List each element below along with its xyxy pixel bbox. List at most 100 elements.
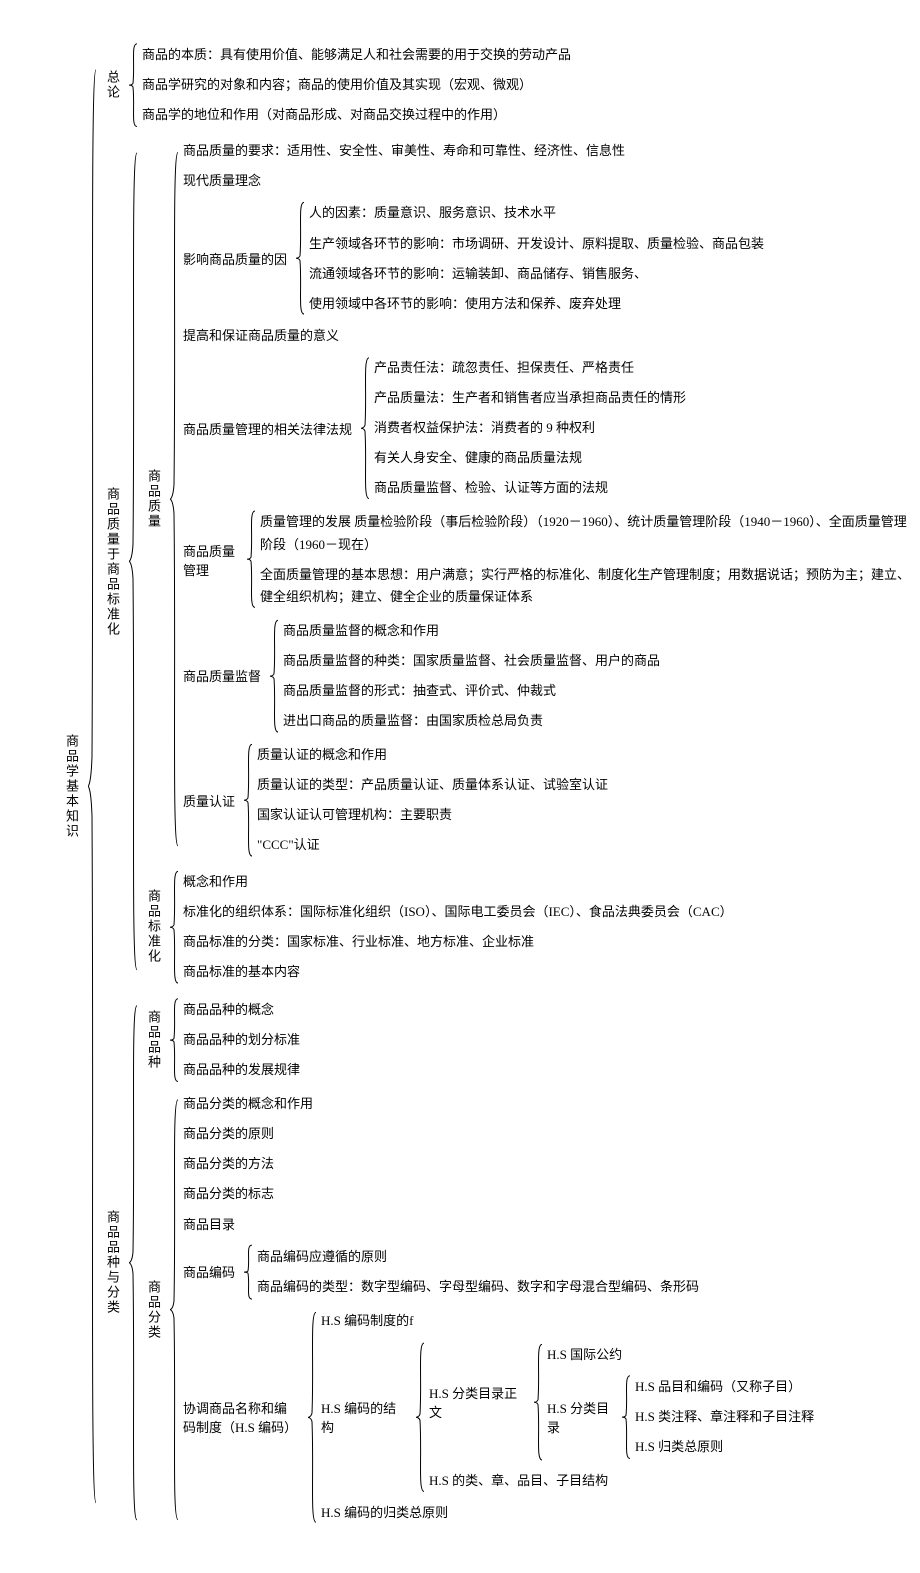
brace-icon [168,138,180,860]
tree-node: 商品质量于商品标准化商品质量商品质量的要求：适用性、安全性、审美性、寿命和可靠性… [101,136,910,987]
leaf-text: 国家认证认可管理机构：主要职责 [257,802,608,828]
tree-node: 商品品种商品品种的概念商品品种的划分标准商品品种的发展规律 [142,997,814,1083]
brace-icon [359,355,371,501]
children-container: 商品分类的概念和作用商品分类的原则商品分类的方法商品分类的标志商品目录商品编码商… [183,1091,814,1528]
leaf-text: 商品标准的基本内容 [183,959,733,985]
leaf-text: 商品学研究的对象和内容；商品的使用价值及其实现（宏观、微观） [142,72,571,98]
brace-icon [168,997,180,1083]
tree-node: H.S 分类目录H.S 品目和编码（又称子目）H.S 类注释、章注释和子目注释H… [547,1374,814,1460]
leaf-text: 标准化的组织体系：国际标准化组织（ISO）、国际电工委员会（IEC）、食品法典委… [183,899,733,925]
children-container: 商品的本质：具有使用价值、能够满足人和社会需要的用于交换的劳动产品商品学研究的对… [142,42,571,128]
leaf-text: "CCC"认证 [257,832,608,858]
children-container: H.S 品目和编码（又称子目） H.S 类注释、章注释和子目注释 H.S 归类总原则 [635,1374,814,1460]
tree-node: H.S 编码的结构H.S 分类目录正文H.S 国际公约H.S 分类目录H.S 品… [321,1340,814,1494]
node-label: 商品品种与分类 [101,1210,124,1315]
tree-root: 商品学基本知识总论商品的本质：具有使用价值、能够满足人和社会需要的用于交换的劳动… [60,40,910,1533]
tree-node: 商品质量商品质量的要求：适用性、安全性、审美性、寿命和可靠性、经济性、信息性现代… [142,138,910,860]
leaf-text: 商品目录 [183,1212,814,1238]
leaf-text: 生产领域各环节的影响：市场调研、开发设计、原料提取、质量检验、商品包装 [309,231,764,257]
leaf-text: 提高和保证商品质量的意义 [183,323,910,349]
leaf-text: 商品质量监督、检验、认证等方面的法规 [374,475,686,501]
tree-node: 商品标准化概念和作用标准化的组织体系：国际标准化组织（ISO）、国际电工委员会（… [142,869,910,985]
brace-icon [294,200,306,316]
leaf-text: 进出口商品的质量监督：由国家质检总局负责 [283,708,660,734]
leaf-text: 人的因素：质量意识、服务意识、技术水平 [309,200,764,226]
children-container: H.S 国际公约 H.S 分类目录 H.S 品目和编码（又称子目） H.S 类注释、章… [547,1342,814,1462]
node-label: 商品分类 [142,1280,165,1340]
leaf-text: 商品质量监督的种类：国家质量监督、社会质量监督、用户的商品 [283,648,660,674]
leaf-text: H.S 类注释、章注释和子目注释 [635,1404,814,1430]
leaf-text: 质量管理的发展 质量检验阶段（事后检验阶段）（1920－1960）、统计质量管理… [260,509,910,557]
leaf-text: 产品责任法：疏忽责任、担保责任、严格责任 [374,355,686,381]
tree-node: 商品质量管理的相关法律法规产品责任法：疏忽责任、担保责任、严格责任产品质量法：生… [183,355,910,501]
children-container: 概念和作用标准化的组织体系：国际标准化组织（ISO）、国际电工委员会（IEC）、… [183,869,733,985]
brace-icon [268,618,280,734]
leaf-text: 商品的本质：具有使用价值、能够满足人和社会需要的用于交换的劳动产品 [142,42,571,68]
tree-node: 商品品种与分类商品品种商品品种的概念商品品种的划分标准商品品种的发展规律商品分类… [101,995,910,1531]
node-label: 商品标准化 [142,889,165,964]
leaf-text: 使用领域中各环节的影响：使用方法和保养、废弃处理 [309,291,764,317]
leaf-text: 商品质量监督的概念和作用 [283,618,660,644]
node-label: 质量认证 [183,789,239,812]
leaf-text: H.S 的类、章、品目、子目结构 [429,1468,814,1494]
leaf-text: 商品分类的方法 [183,1151,814,1177]
tree-node: 商品质量管理质量管理的发展 质量检验阶段（事后检验阶段）（1920－1960）、… [183,509,910,609]
node-label: 商品品种 [142,1010,165,1070]
tree-node: 商品分类商品分类的概念和作用商品分类的原则商品分类的方法商品分类的标志商品目录商… [142,1091,814,1528]
children-container: 质量管理的发展 质量检验阶段（事后检验阶段）（1920－1960）、统计质量管理… [260,509,910,609]
leaf-text: 商品编码的类型：数字型编码、字母型编码、数字和字母混合型编码、条形码 [257,1274,699,1300]
node-label: 商品质量管理 [183,539,242,581]
children-container: H.S 分类目录正文H.S 国际公约H.S 分类目录H.S 品目和编码（又称子目… [429,1340,814,1494]
brace-icon [306,1308,318,1527]
leaf-text: 商品分类的概念和作用 [183,1091,814,1117]
node-label: 总论 [101,70,124,100]
leaf-text: 有关人身安全、健康的商品质量法规 [374,445,686,471]
brace-icon [86,40,98,1533]
children-container: 商品品种商品品种的概念商品品种的划分标准商品品种的发展规律商品分类商品分类的概念… [142,995,814,1531]
leaf-text: H.S 归类总原则 [635,1434,814,1460]
leaf-text: 现代质量理念 [183,168,910,194]
leaf-text: H.S 编码制度的f [321,1308,814,1334]
node-label: 商品编码 [183,1260,239,1283]
tree-node: H.S 分类目录正文H.S 国际公约H.S 分类目录H.S 品目和编码（又称子目… [429,1342,814,1462]
leaf-text: 商品学的地位和作用（对商品形成、对商品交换过程中的作用） [142,102,571,128]
leaf-text: H.S 品目和编码（又称子目） [635,1374,814,1400]
leaf-text: 产品质量法：生产者和销售者应当承担商品责任的情形 [374,385,686,411]
node-label: 商品质量 [142,469,165,529]
children-container: 商品质量监督的概念和作用商品质量监督的种类：国家质量监督、社会质量监督、用户的商… [283,618,660,734]
children-container: 商品质量的要求：适用性、安全性、审美性、寿命和可靠性、经济性、信息性现代质量理念… [183,138,910,860]
node-label: 商品质量于商品标准化 [101,487,124,637]
children-container: 商品品种的概念商品品种的划分标准商品品种的发展规律 [183,997,300,1083]
leaf-text: 商品品种的划分标准 [183,1027,300,1053]
leaf-text: H.S 国际公约 [547,1342,814,1368]
leaf-text: 商品质量监督的形式：抽查式、评价式、仲裁式 [283,678,660,704]
brace-icon [620,1374,632,1460]
leaf-text: 质量认证的概念和作用 [257,742,608,768]
children-container: 总论商品的本质：具有使用价值、能够满足人和社会需要的用于交换的劳动产品商品学研究… [101,40,910,1533]
leaf-text: 商品标准的分类：国家标准、行业标准、地方标准、企业标准 [183,929,733,955]
tree-node: 影响商品质量的因人的因素：质量意识、服务意识、技术水平生产领域各环节的影响：市场… [183,200,910,316]
brace-icon [414,1340,426,1494]
brace-icon [168,869,180,985]
brace-icon [532,1342,544,1462]
leaf-text: 商品质量的要求：适用性、安全性、审美性、寿命和可靠性、经济性、信息性 [183,138,910,164]
brace-icon [168,1091,180,1528]
brace-icon [242,742,254,858]
tree-node: 商品编码商品编码应遵循的原则商品编码的类型：数字型编码、字母型编码、数字和字母混… [183,1244,814,1300]
leaf-text: 商品编码应遵循的原则 [257,1244,699,1270]
brace-icon [245,509,257,609]
children-container: 质量认证的概念和作用质量认证的类型：产品质量认证、质量体系认证、试验室认证国家认… [257,742,608,858]
tree-node: 协调商品名称和编码制度（H.S 编码） H.S 编码制度的f H.S 编码的结构 H.… [183,1308,814,1527]
leaf-text: 商品分类的标志 [183,1181,814,1207]
leaf-text: 商品品种的发展规律 [183,1057,300,1083]
leaf-text: 流通领域各环节的影响：运输装卸、商品储存、销售服务、 [309,261,764,287]
leaf-text: 商品分类的原则 [183,1121,814,1147]
node-label: H.S 分类目录 [547,1396,617,1438]
leaf-text: 概念和作用 [183,869,733,895]
brace-icon [127,136,139,987]
node-label: 协调商品名称和编码制度（H.S 编码） [183,1396,303,1438]
leaf-text: 全面质量管理的基本思想：用户满意；实行严格的标准化、制度化生产管理制度；用数据说… [260,562,910,610]
leaf-text: 消费者权益保护法：消费者的 9 种权利 [374,415,686,441]
leaf-text: 商品品种的概念 [183,997,300,1023]
node-label: H.S 编码的结构 [321,1396,411,1438]
